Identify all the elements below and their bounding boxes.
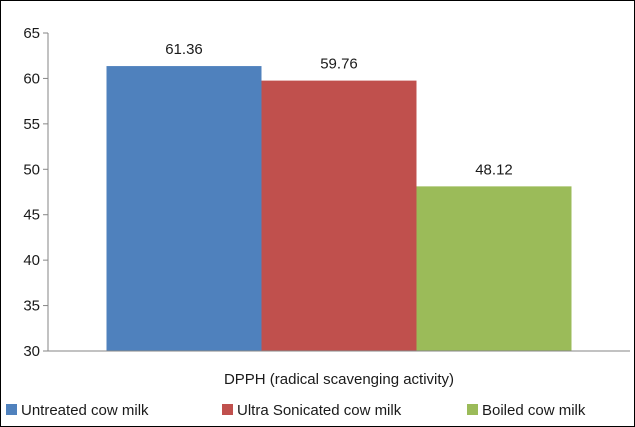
x-axis-label: DPPH (radical scavenging activity) [224, 371, 454, 388]
legend-label: Boiled cow milk [482, 402, 586, 419]
y-axis: 30 35 40 45 50 55 60 65 [23, 25, 49, 360]
legend-swatch [467, 404, 478, 415]
y-tick-label: 45 [23, 207, 40, 224]
bar-2 [261, 80, 417, 352]
bar-1 [106, 66, 262, 352]
y-tick-label: 30 [23, 343, 40, 360]
value-labels: 61.36 59.76 48.12 [165, 41, 513, 178]
y-tick-label: 55 [23, 116, 40, 133]
legend-label: Untreated cow milk [21, 402, 149, 419]
y-tick-label: 40 [23, 252, 40, 269]
bar-3 [416, 186, 572, 351]
legend-label: Ultra Sonicated cow milk [237, 402, 402, 419]
y-tick-label: 50 [23, 161, 40, 178]
bars [106, 66, 572, 352]
bar-value-label: 59.76 [320, 56, 358, 73]
y-tick-label: 35 [23, 298, 40, 315]
y-tick-label: 60 [23, 70, 40, 87]
bar-value-label: 48.12 [475, 161, 513, 178]
legend-swatch [222, 404, 233, 415]
legend-swatch [6, 404, 17, 415]
y-tick-label: 65 [23, 25, 40, 42]
legend: Untreated cow milk Ultra Sonicated cow mi… [6, 402, 586, 419]
bar-value-label: 61.36 [165, 41, 203, 58]
